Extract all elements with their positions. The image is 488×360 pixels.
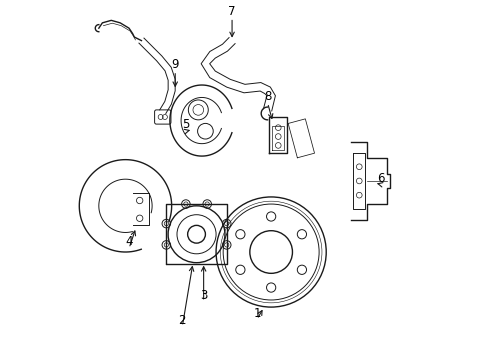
Text: 8: 8 — [264, 90, 271, 103]
Text: 7: 7 — [228, 5, 235, 18]
Text: 5: 5 — [182, 118, 189, 131]
Text: 4: 4 — [125, 235, 133, 248]
Text: 6: 6 — [377, 171, 384, 185]
Text: 3: 3 — [200, 289, 207, 302]
Text: 2: 2 — [178, 314, 186, 327]
Text: 1: 1 — [253, 306, 260, 320]
Text: 9: 9 — [171, 58, 179, 71]
